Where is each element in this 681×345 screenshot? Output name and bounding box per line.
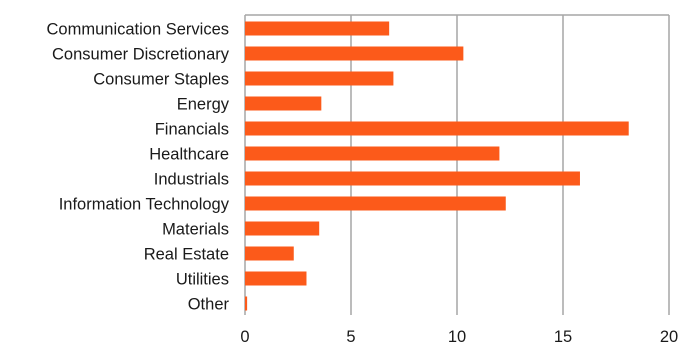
bar (245, 71, 394, 86)
x-axis-tick-labels: 0 5 10 15 20 (240, 328, 678, 345)
category-labels: Communication Services Consumer Discretio… (47, 21, 230, 314)
bar (245, 171, 580, 186)
category-label: Utilities (176, 271, 229, 289)
bar (245, 296, 248, 311)
category-label: Industrials (154, 171, 229, 189)
category-label: Information Technology (59, 196, 230, 214)
bar (245, 46, 464, 61)
category-label: Real Estate (144, 246, 229, 264)
category-label: Consumer Discretionary (52, 46, 230, 64)
category-label: Other (188, 296, 230, 314)
category-label: Financials (155, 121, 229, 139)
category-label: Energy (177, 96, 230, 114)
bar (245, 96, 322, 111)
x-tick-label: 15 (554, 328, 572, 345)
x-tick-label: 5 (346, 328, 355, 345)
category-label: Consumer Staples (93, 71, 229, 89)
gridlines (244, 14, 670, 315)
x-tick-label: 0 (240, 328, 249, 345)
category-label: Materials (162, 221, 229, 239)
bar (245, 21, 390, 36)
category-label: Communication Services (47, 21, 229, 39)
x-tick-label: 10 (448, 328, 466, 345)
bar (245, 246, 294, 261)
bar (245, 271, 307, 286)
bar (245, 146, 500, 161)
bar (245, 121, 629, 136)
bars (245, 21, 629, 311)
category-label: Healthcare (149, 146, 229, 164)
x-tick-label: 20 (660, 328, 678, 345)
bar (245, 196, 506, 211)
bar (245, 221, 320, 236)
